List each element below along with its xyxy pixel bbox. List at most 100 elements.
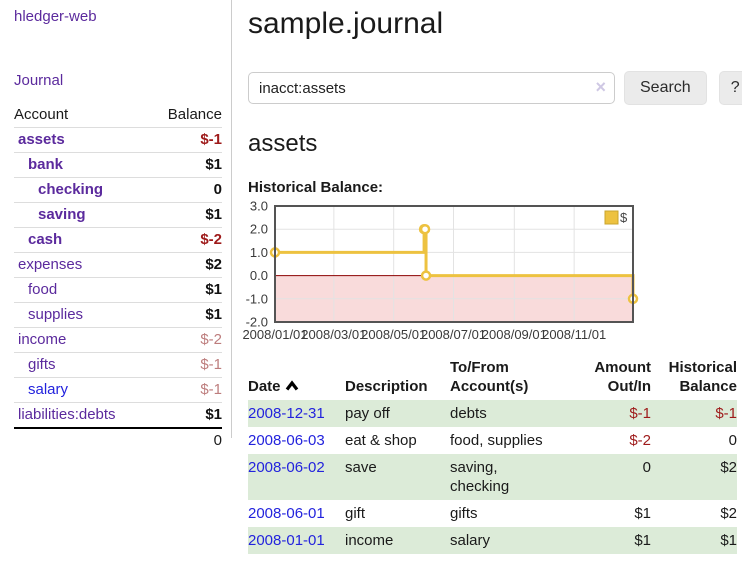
account-row: liabilities:debts $1 [14,402,222,428]
transaction-balance: $-1 [715,405,737,422]
search-button[interactable]: Search [624,71,707,105]
account-link-liabilities-debts[interactable]: liabilities:debts [18,406,116,423]
transaction-description: pay off [345,405,390,422]
historical-balance-chart: 3.0 2.0 1.0 0.0 -1.0 -2.0 2008/01/01 2008/03/01… [239,199,649,342]
account-balance: $-1 [149,352,222,378]
account-balance: $1 [149,302,222,328]
x-axis-tick-label: 2008/09/01 [482,327,547,342]
account-link-income[interactable]: income [18,331,67,348]
register-col-header-balance: Historical Balance [668,359,737,395]
account-balance: $1 [149,402,222,428]
x-axis-tick-label: 2008/01/01 [242,327,307,342]
register-col-header-date[interactable]: Date [248,356,345,400]
sidebar: hledger-web Journal Account Balance asse… [0,0,231,453]
accounts-total-spacer [14,427,150,453]
transaction-description: gift [345,505,366,522]
account-row: cash $-2 [14,227,222,253]
account-link-cash[interactable]: cash [28,231,63,248]
transaction-description: income [345,532,394,549]
account-balance: $2 [149,252,222,278]
transaction-date-link[interactable]: 2008-06-03 [248,432,325,449]
transaction-date-link[interactable]: 2008-06-01 [248,505,325,522]
y-axis-tick-label: 3.0 [250,200,268,214]
transaction-accounts: debts [450,405,487,422]
account-link-food[interactable]: food [28,281,58,298]
transaction-amount: 0 [642,459,651,476]
search-form: × Search ? [248,71,742,105]
transaction-accounts: gifts [450,505,478,522]
account-balance: $-1 [149,127,222,153]
y-axis-tick-label: 1.0 [250,245,268,260]
account-heading: assets [248,130,318,157]
legend-swatch [604,210,619,225]
transaction-description: save [345,459,377,476]
x-axis-tick-label: 2008/07/01 [421,327,486,342]
x-axis-tick-label: 2008/11/01 [542,327,606,342]
account-link-assets[interactable]: assets [18,131,65,148]
transaction-accounts: saving, checking [450,459,510,495]
transaction-amount: $-1 [629,405,651,422]
register-row: 2008-12-31 pay off debts $-1 $-1 [248,400,737,427]
account-row: checking 0 [14,177,222,203]
register-col-header-accounts: To/From Account(s) [450,359,529,395]
transaction-balance: 0 [728,432,737,449]
register-row: 2008-06-03 eat & shop food, supplies $-2 0 [248,427,737,454]
accounts-total-row: 0 [14,427,222,453]
transaction-date-link[interactable]: 2008-01-01 [248,532,325,549]
x-axis-tick-label: 2008/03/01 [301,327,366,342]
account-balance: $-2 [149,227,222,253]
transaction-date-link[interactable]: 2008-12-31 [248,405,325,422]
help-button[interactable]: ? [718,71,742,105]
data-point-marker [420,270,432,281]
y-axis-tick-label: 2.0 [250,222,268,237]
transaction-date-link[interactable]: 2008-06-02 [248,459,325,476]
transaction-accounts: food, supplies [450,432,543,449]
account-row: saving $1 [14,202,222,228]
accounts-table: Account Balance assets $-1 bank $1 checking 0… [14,103,222,453]
x-axis-tick-label: 2008/05/01 [361,327,426,342]
account-row: salary $-1 [14,377,222,403]
register-row: 2008-06-01 gift gifts $1 $2 [248,500,737,527]
account-link-bank[interactable]: bank [28,156,64,173]
accounts-col-header-account: Account [14,106,69,123]
register-col-header-description: Description [345,378,428,395]
chart-canvas: 3.0 2.0 1.0 0.0 -1.0 -2.02008/01/012008/03/01… [242,199,639,342]
clear-search-icon[interactable]: × [595,77,606,97]
sort-ascending-icon [285,377,299,396]
transaction-balance: $2 [720,459,737,476]
account-balance: $-2 [149,327,222,353]
transaction-balance: $2 [720,505,737,522]
page-title: sample.journal [248,7,444,40]
plot-border [274,205,634,323]
register-table: Date Description To/From Account(s) Amou… [248,356,737,554]
account-row: assets $-1 [14,127,222,153]
transaction-amount: $1 [634,532,651,549]
account-link-saving[interactable]: saving [38,206,86,223]
register-col-header-amount: Amount Out/In [594,359,651,395]
transaction-balance: $1 [720,532,737,549]
transaction-accounts: salary [450,532,491,549]
register-row: 2008-06-02 save saving, checking 0 $2 [248,454,737,500]
legend-label: $ [620,210,628,225]
account-row: income $-2 [14,327,222,353]
account-link-expenses[interactable]: expenses [18,256,83,273]
account-balance: 0 [149,177,222,203]
account-link-supplies[interactable]: supplies [28,306,84,323]
sidebar-divider [231,0,232,438]
data-point-marker [419,223,431,235]
y-axis-tick-label: -2.0 [246,315,268,330]
register-row: 2008-01-01 income salary $1 $1 [248,527,737,554]
y-axis-tick-label: 0.0 [250,268,268,283]
account-balance: $1 [149,277,222,303]
accounts-total-value: 0 [149,427,222,453]
sidebar-item-journal[interactable]: Journal [14,72,64,89]
chart-title: Historical Balance: [248,179,384,196]
account-link-gifts[interactable]: gifts [28,356,56,373]
search-input[interactable] [248,72,615,104]
account-balance: $-1 [149,377,222,403]
accounts-col-header-balance: Balance [167,106,222,123]
account-link-checking[interactable]: checking [38,181,104,198]
account-link-salary[interactable]: salary [28,381,69,398]
y-axis-tick-label: -1.0 [246,291,268,306]
app-brand-link[interactable]: hledger-web [14,8,97,25]
